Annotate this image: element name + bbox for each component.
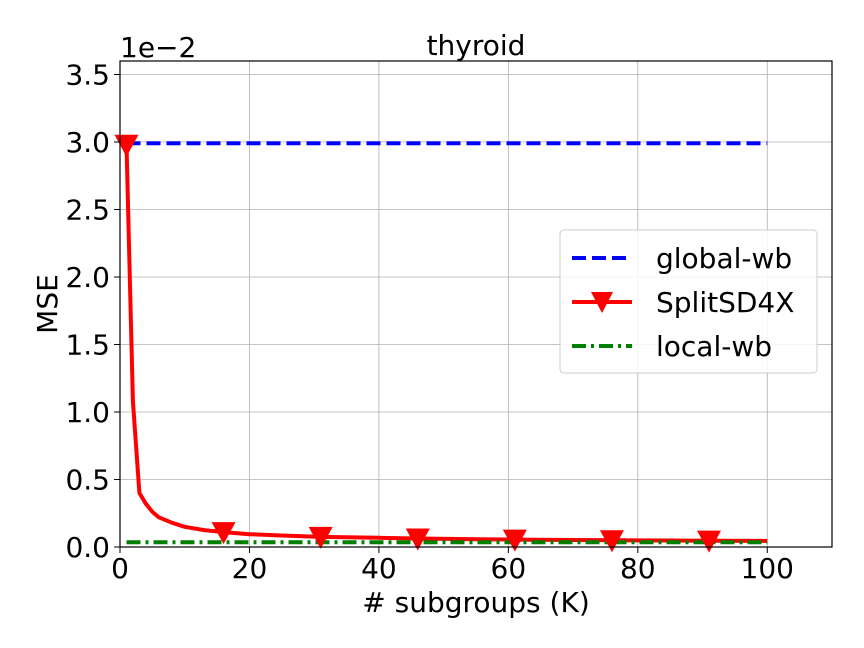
y-tick-label: 3.0 [65, 126, 110, 159]
x-axis-label: # subgroups (K) [362, 586, 590, 619]
y-scale-label: 1e−2 [120, 31, 196, 64]
legend: global-wb SplitSD4X local-wb [559, 229, 818, 374]
marker-splitsd4x [211, 522, 236, 545]
marker-splitsd4x [502, 529, 527, 552]
chart-title: thyroid [427, 29, 526, 62]
y-ticks: 0.0 0.5 1.0 1.5 2.0 2.5 3.0 3.5 [65, 59, 120, 564]
x-tick-label: 60 [491, 552, 527, 585]
x-tick-label: 40 [361, 552, 397, 585]
marker-splitsd4x [114, 134, 139, 157]
x-ticks: 0 20 40 60 80 100 [111, 547, 794, 585]
y-tick-label: 2.5 [65, 194, 110, 227]
markers [114, 134, 722, 553]
y-axis-label: MSE [31, 274, 64, 334]
y-tick-label: 0.0 [65, 531, 110, 564]
plot-lines [124, 141, 768, 545]
y-tick-label: 2.0 [65, 261, 110, 294]
legend-global-wb-label: global-wb [656, 242, 792, 275]
x-tick-label: 20 [232, 552, 268, 585]
marker-splitsd4x [405, 528, 430, 551]
legend-splitsd4x-marker [591, 292, 613, 313]
marker-splitsd4x [697, 530, 722, 553]
marker-splitsd4x [308, 526, 333, 549]
marker-splitsd4x [599, 530, 624, 553]
legend-local-wb-label: local-wb [656, 330, 772, 363]
legend-splitsd4x-label: SplitSD4X [656, 286, 794, 319]
x-tick-label: 80 [620, 552, 656, 585]
x-tick-label: 0 [111, 552, 129, 585]
y-tick-label: 1.5 [65, 329, 110, 362]
series-line-splitsd4x [124, 144, 768, 543]
plot-frame [119, 60, 833, 548]
y-tick-label: 0.5 [65, 464, 110, 497]
x-tick-label: 100 [741, 552, 794, 585]
y-tick-label: 3.5 [65, 59, 110, 92]
legend-box [559, 229, 818, 374]
y-tick-label: 1.0 [65, 396, 110, 429]
